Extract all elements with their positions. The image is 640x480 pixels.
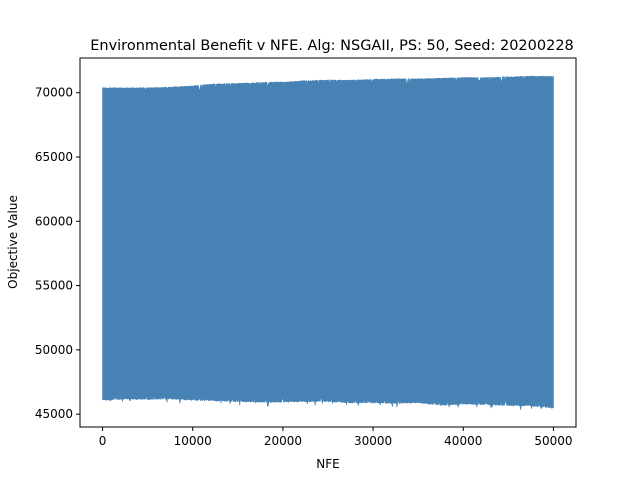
y-tick-label: 70000 [35,86,73,100]
y-tick-label: 60000 [35,214,73,228]
y-tick-label: 55000 [35,279,73,293]
x-tick-label: 0 [99,434,107,448]
x-tick-label: 10000 [174,434,212,448]
x-tick-label: 50000 [534,434,572,448]
series-band [102,75,554,410]
axes-frame [79,57,577,428]
y-tick-label: 65000 [35,150,73,164]
x-tick-label: 20000 [264,434,302,448]
x-tick-label: 30000 [354,434,392,448]
x-axis-label: NFE [316,457,339,471]
chart-title: Environmental Benefit v NFE. Alg: NSGAII… [90,38,574,54]
x-tick-label: 40000 [444,434,482,448]
y-tick-label: 45000 [35,407,73,421]
axis-ticks: 0 10000 20000 30000 40000 50000 45000 50000 5500… [35,86,573,448]
y-tick-label: 50000 [35,343,73,357]
plot-area [102,75,554,410]
y-axis-label: Objective Value [6,195,20,289]
